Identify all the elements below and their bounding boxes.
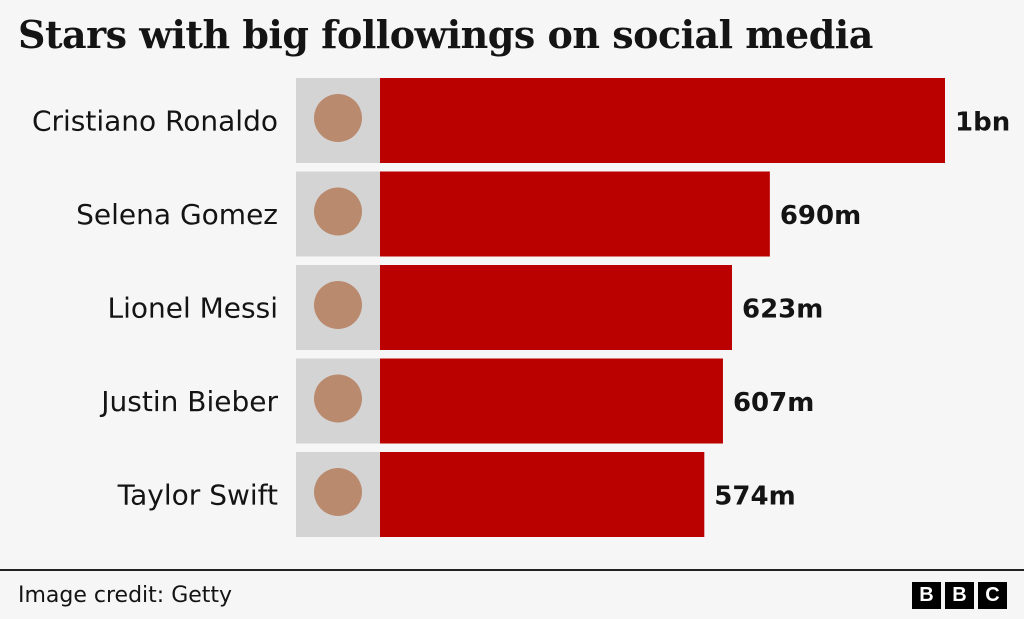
bbc-logo-letter: C xyxy=(978,582,1007,609)
portrait-face xyxy=(314,187,362,236)
chart-title: Stars with big followings on social medi… xyxy=(18,12,873,57)
bar xyxy=(380,265,732,350)
value-label: 623m xyxy=(742,295,823,325)
bar xyxy=(380,171,770,257)
portrait-face xyxy=(314,94,362,142)
value-label: 574m xyxy=(714,482,795,512)
category-label: Justin Bieber xyxy=(99,385,278,418)
bar xyxy=(380,78,945,163)
portrait-face xyxy=(314,374,362,423)
value-label: 1bn xyxy=(955,108,1010,138)
portrait-face xyxy=(314,468,362,516)
footer-divider xyxy=(0,569,1024,571)
bbc-logo: B B C xyxy=(912,582,1007,609)
category-label: Lionel Messi xyxy=(107,292,278,325)
bbc-logo-letter: B xyxy=(912,582,941,609)
bar xyxy=(380,358,723,444)
bar-chart: Cristiano Ronaldo 1bn Selena Gomez 690m Lion… xyxy=(32,78,1010,537)
value-label: 607m xyxy=(733,388,814,418)
category-label: Taylor Swift xyxy=(117,479,278,512)
bbc-logo-letter: B xyxy=(945,582,974,609)
value-label: 690m xyxy=(780,201,861,231)
portrait-face xyxy=(314,281,362,329)
image-credit: Image credit: Getty xyxy=(18,583,233,608)
category-label: Selena Gomez xyxy=(76,198,278,231)
bar xyxy=(380,452,705,537)
category-label: Cristiano Ronaldo xyxy=(32,105,278,138)
